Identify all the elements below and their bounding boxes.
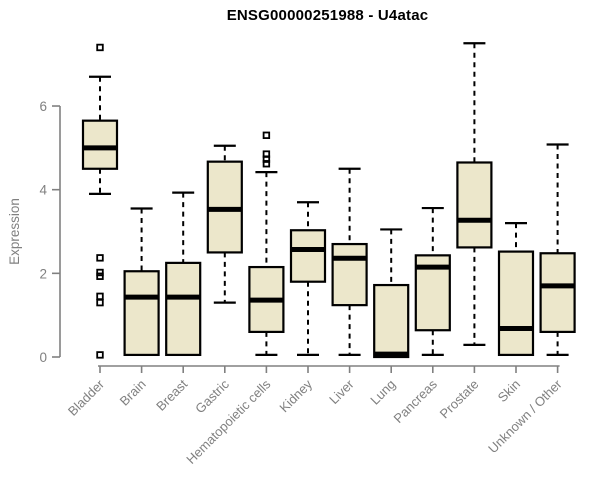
- outlier-point: [96, 298, 104, 307]
- boxplot-pancreas: [414, 206, 451, 357]
- outlier-point: [96, 43, 104, 52]
- x-tick-label-unknown-other: Unknown / Other: [485, 376, 565, 456]
- boxplot-kidney: [289, 201, 327, 357]
- iqr-box: [289, 229, 327, 283]
- x-tick-label-prostate: Prostate: [437, 377, 482, 422]
- outlier-point: [96, 351, 104, 359]
- boxplot-liver: [331, 167, 368, 357]
- outlier-point: [96, 268, 104, 277]
- boxplot-bladder: [81, 43, 119, 359]
- boxplot-prostate: [456, 42, 493, 346]
- boxplot-hematopoietic-cells: [248, 131, 285, 357]
- x-tick-label-kidney: Kidney: [276, 376, 315, 415]
- outlier-point: [262, 160, 271, 168]
- boxplot-lung: [373, 228, 410, 359]
- chart-title: ENSG00000251988 - U4atac: [226, 7, 429, 24]
- iqr-box: [497, 250, 535, 357]
- boxplot-unknown-other: [539, 143, 576, 357]
- outlier-point: [96, 292, 104, 301]
- x-tick-label-gastric: Gastric: [192, 376, 232, 416]
- outlier-point: [96, 254, 104, 262]
- x-tick-label-pancreas: Pancreas: [390, 376, 440, 426]
- iqr-box: [456, 161, 493, 249]
- x-tick-label-brain: Brain: [117, 377, 149, 409]
- outlier-point: [96, 272, 104, 280]
- iqr-box: [539, 252, 576, 334]
- y-axis-label: Expression: [7, 198, 22, 265]
- boxplot-gastric: [206, 144, 243, 304]
- y-tick-label: 6: [39, 99, 47, 114]
- boxplot-brain: [123, 207, 160, 357]
- y-tick-label: 4: [39, 183, 47, 198]
- iqr-box: [165, 261, 202, 357]
- boxplot-breast: [165, 191, 202, 357]
- iqr-box: [331, 242, 368, 307]
- iqr-box: [123, 270, 160, 357]
- x-tick-label-breast: Breast: [153, 376, 190, 413]
- x-tick-label-lung: Lung: [367, 377, 398, 408]
- outlier-point: [262, 131, 271, 140]
- boxplot-skin: [497, 222, 535, 357]
- x-tick-label-liver: Liver: [326, 376, 357, 407]
- iqr-box: [373, 283, 410, 359]
- iqr-box: [81, 119, 119, 170]
- outlier-point: [262, 155, 271, 163]
- y-tick-label: 0: [39, 350, 47, 365]
- x-tick-label-skin: Skin: [495, 377, 523, 405]
- y-tick-label: 2: [39, 266, 47, 281]
- x-tick-label-bladder: Bladder: [65, 376, 108, 419]
